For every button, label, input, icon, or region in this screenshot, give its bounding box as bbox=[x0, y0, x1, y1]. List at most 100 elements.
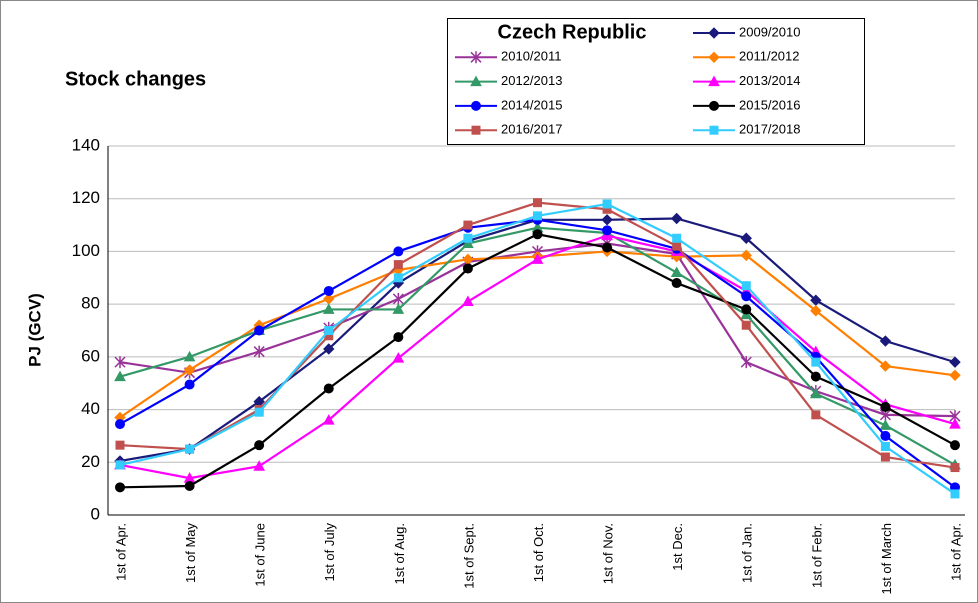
legend-marker bbox=[709, 125, 719, 135]
point bbox=[740, 356, 752, 369]
point bbox=[602, 199, 612, 209]
legend-label: 2016/2017 bbox=[501, 122, 562, 137]
point bbox=[879, 360, 892, 372]
x-tick-label: 1st of Aug. bbox=[392, 523, 407, 584]
x-tick-label: 1st of July bbox=[322, 523, 337, 582]
legend-label: 2011/2012 bbox=[739, 49, 800, 64]
point bbox=[950, 463, 960, 473]
point bbox=[253, 345, 265, 358]
point bbox=[880, 430, 891, 441]
point bbox=[880, 452, 890, 462]
point bbox=[114, 356, 126, 369]
point bbox=[670, 266, 683, 278]
point bbox=[254, 407, 264, 417]
legend-label: 2010/2011 bbox=[501, 49, 562, 64]
x-tick-label: 1st of May bbox=[183, 523, 198, 583]
point bbox=[740, 232, 752, 244]
x-tick-label: 1st of Nov. bbox=[601, 523, 616, 584]
legend-marker bbox=[470, 51, 482, 64]
x-tick-label: 1st of Apr. bbox=[948, 523, 963, 581]
point bbox=[322, 414, 335, 425]
point bbox=[949, 418, 961, 429]
point bbox=[810, 305, 822, 317]
point bbox=[392, 303, 405, 314]
legend-marker bbox=[708, 51, 720, 64]
legend-box bbox=[447, 18, 865, 145]
point bbox=[463, 233, 473, 243]
point bbox=[601, 214, 613, 226]
point bbox=[741, 281, 751, 291]
point bbox=[184, 379, 195, 390]
x-tick-label: 1st of Sept. bbox=[461, 523, 476, 589]
point bbox=[950, 440, 960, 451]
point bbox=[254, 440, 265, 451]
legend-label: 2017/2018 bbox=[739, 122, 800, 137]
point bbox=[392, 352, 405, 363]
y-tick-label: 0 bbox=[91, 504, 100, 523]
point bbox=[810, 371, 821, 382]
point bbox=[115, 460, 125, 470]
x-tick-label: 1st of Apr. bbox=[113, 523, 128, 581]
point bbox=[115, 440, 125, 450]
legend-label: 2014/2015 bbox=[501, 97, 562, 112]
legend-label: 2013/2014 bbox=[739, 73, 800, 88]
point bbox=[949, 356, 961, 368]
point bbox=[741, 291, 752, 302]
point bbox=[740, 249, 752, 262]
point bbox=[253, 460, 266, 471]
point bbox=[531, 253, 544, 264]
point bbox=[393, 273, 403, 283]
point bbox=[463, 220, 473, 230]
point bbox=[184, 481, 195, 492]
point bbox=[811, 410, 821, 420]
point bbox=[672, 241, 682, 251]
chart-title: Stock changes bbox=[65, 68, 206, 90]
point bbox=[323, 343, 335, 355]
point bbox=[809, 387, 822, 399]
point bbox=[183, 350, 196, 362]
legend-marker bbox=[471, 100, 481, 111]
point bbox=[254, 325, 265, 336]
y-axis-label: PJ (GCV) bbox=[25, 293, 44, 367]
point bbox=[393, 260, 403, 270]
point bbox=[185, 444, 195, 454]
legend-label: 2015/2016 bbox=[739, 97, 800, 112]
point bbox=[115, 482, 125, 493]
point bbox=[811, 357, 821, 367]
legend-marker bbox=[471, 125, 481, 135]
point bbox=[393, 246, 404, 257]
legend-marker bbox=[708, 75, 720, 87]
x-tick-label: 1st of Febr. bbox=[809, 523, 824, 588]
legend-label: 2009/2010 bbox=[739, 24, 800, 39]
point bbox=[114, 370, 126, 382]
y-tick-label: 100 bbox=[72, 241, 100, 260]
point bbox=[533, 211, 542, 221]
y-tick-label: 60 bbox=[81, 346, 100, 365]
point bbox=[671, 278, 682, 289]
point bbox=[670, 212, 683, 225]
point bbox=[392, 292, 404, 305]
point bbox=[602, 242, 613, 253]
point bbox=[462, 237, 474, 249]
y-tick-label: 120 bbox=[72, 188, 100, 207]
point bbox=[950, 489, 960, 499]
legend-marker bbox=[708, 27, 720, 39]
point bbox=[741, 320, 751, 330]
x-tick-label: 1st Dec. bbox=[670, 523, 685, 571]
point bbox=[533, 198, 542, 208]
point bbox=[880, 401, 891, 412]
x-tick-label: 1st of Jan. bbox=[740, 523, 755, 583]
point bbox=[322, 303, 335, 314]
y-tick-label: 140 bbox=[72, 135, 100, 154]
point bbox=[323, 285, 334, 296]
point bbox=[462, 295, 474, 307]
point bbox=[880, 441, 890, 451]
legend-marker bbox=[470, 75, 482, 87]
point bbox=[393, 332, 404, 343]
legend-marker bbox=[709, 100, 719, 111]
legend-title: Czech Republic bbox=[498, 21, 647, 43]
y-tick-label: 80 bbox=[81, 294, 100, 313]
point bbox=[879, 419, 892, 430]
point bbox=[115, 419, 125, 430]
x-tick-label: 1st of Oct. bbox=[531, 523, 546, 582]
